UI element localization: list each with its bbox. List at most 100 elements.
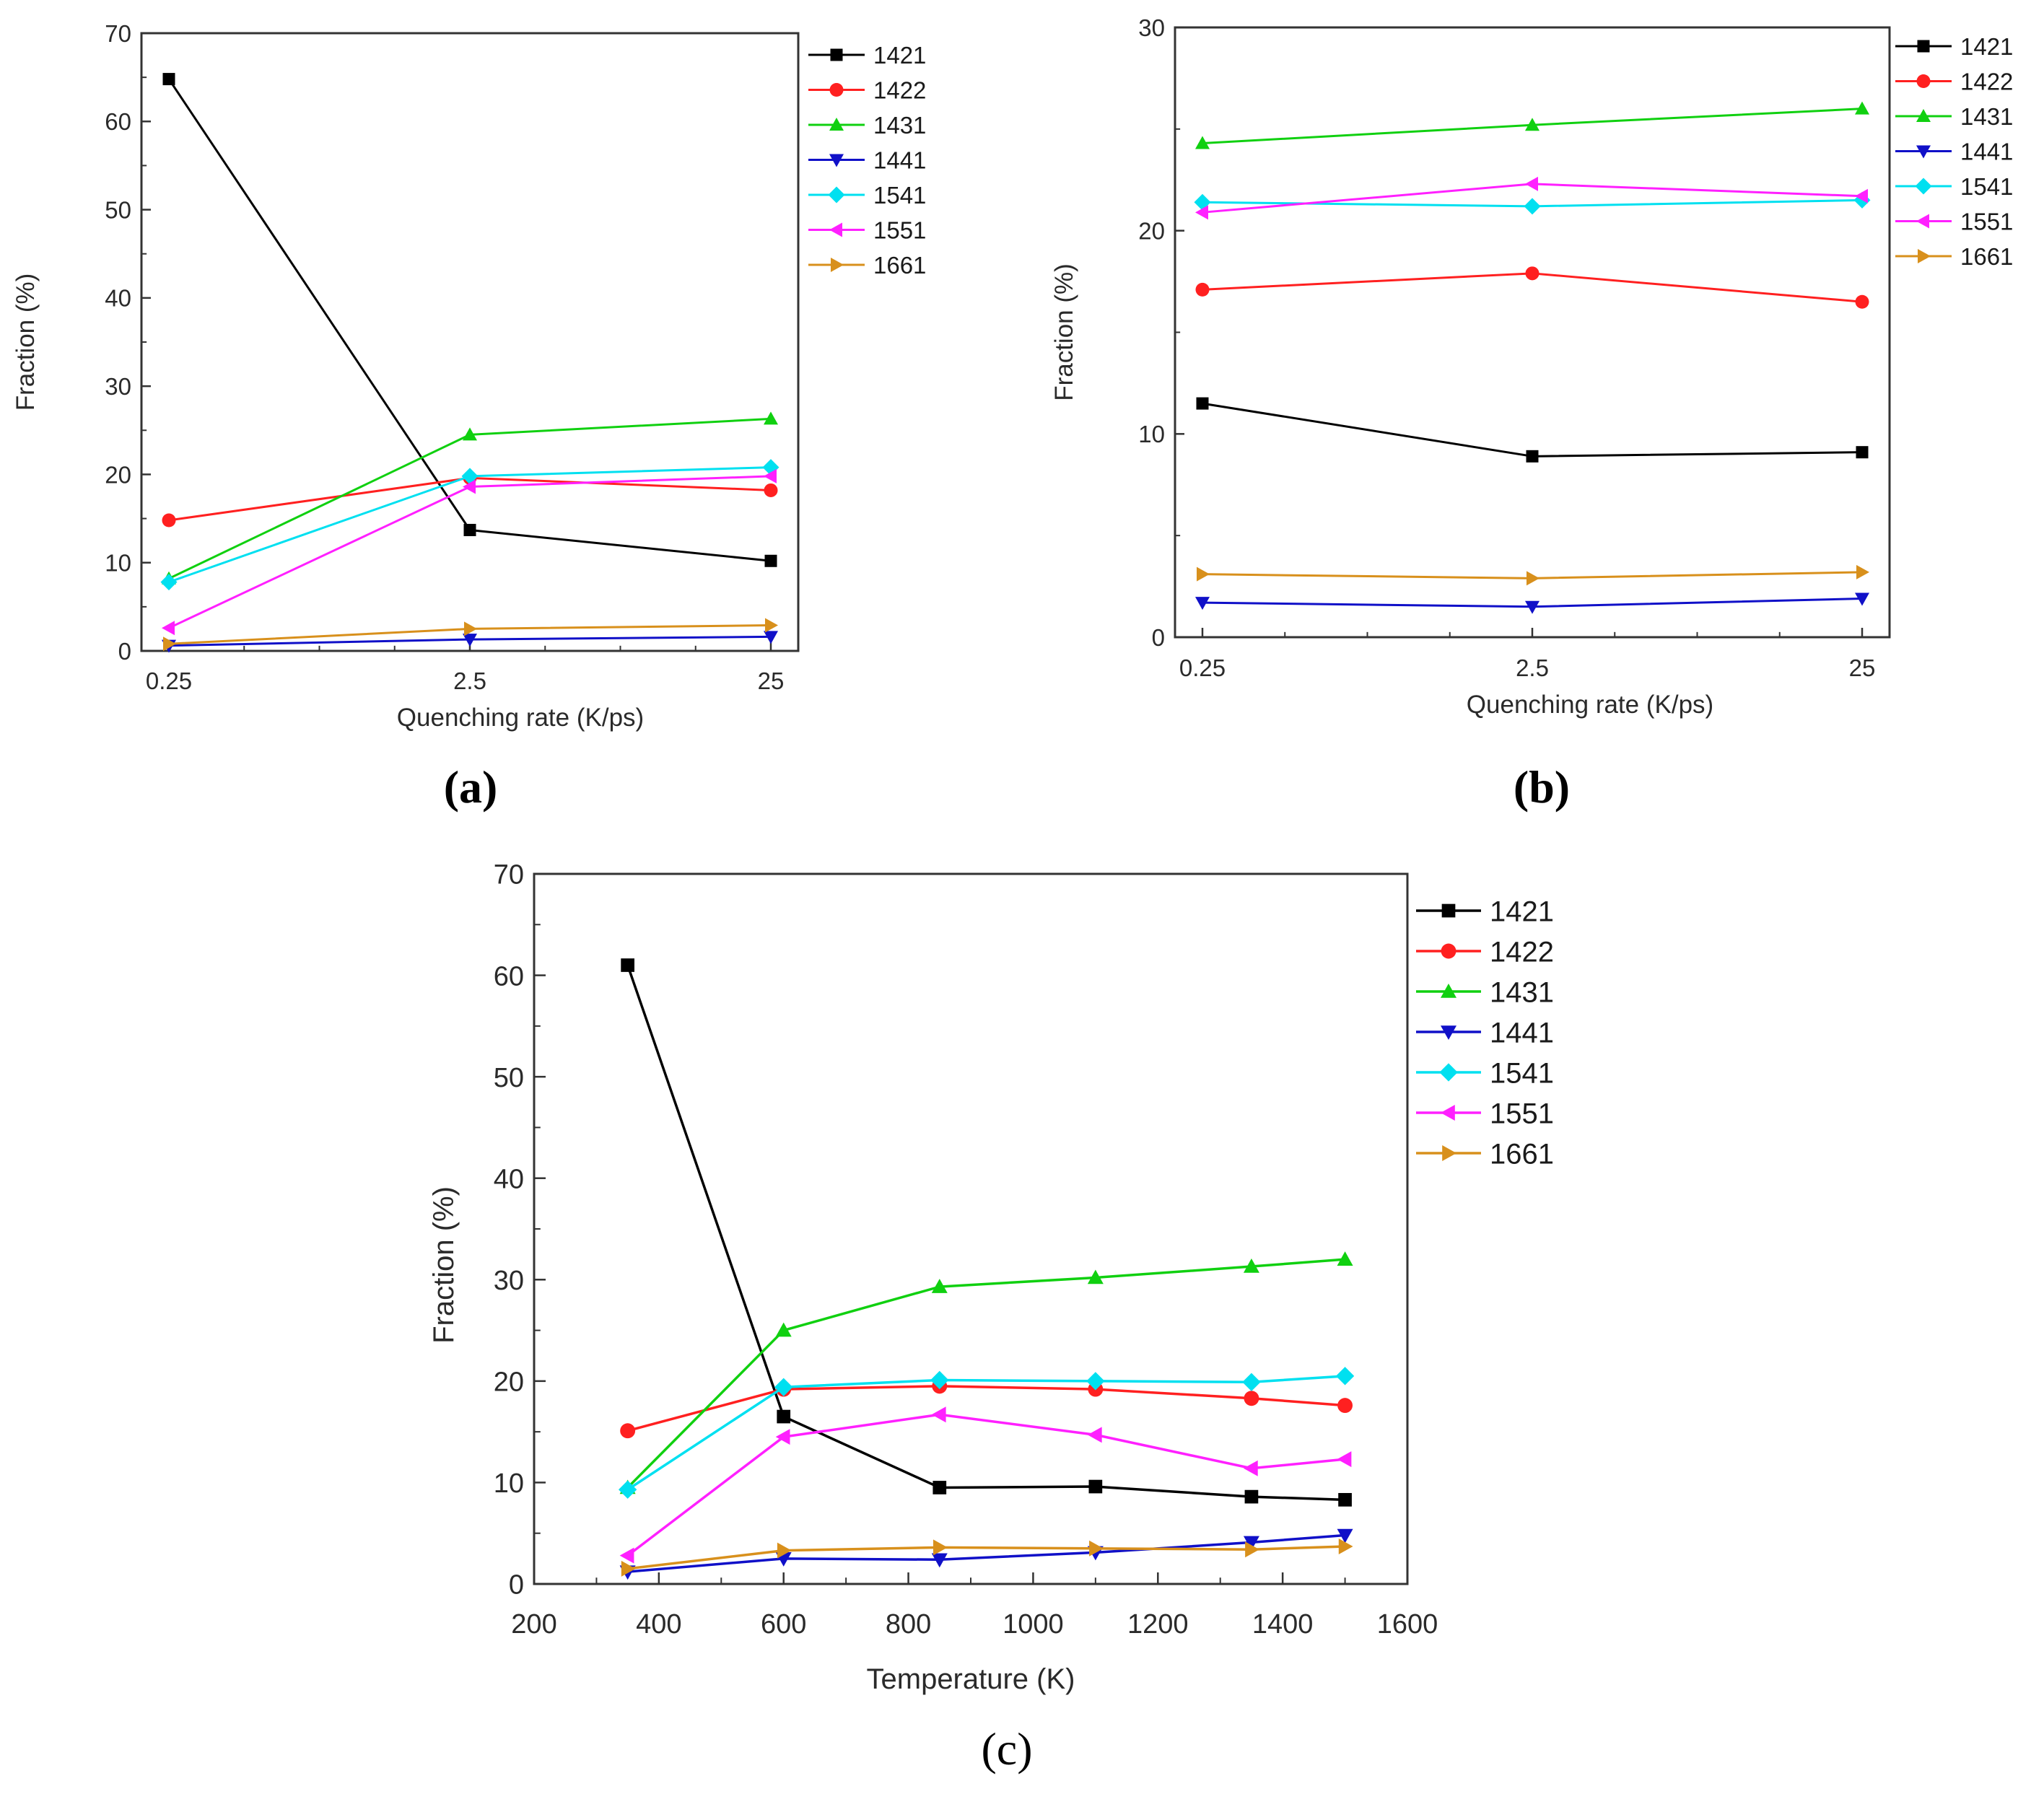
series-line-1431 bbox=[626, 1258, 1345, 1489]
data-point-1551 bbox=[1195, 205, 1208, 220]
data-point-1421 bbox=[777, 1409, 791, 1424]
legend-entry-1431: 1431 bbox=[808, 112, 926, 139]
series-line-1441 bbox=[627, 1533, 1345, 1573]
data-point-1551 bbox=[619, 1547, 634, 1564]
y-axis-title: Fraction (%) bbox=[12, 273, 40, 411]
data-point-1551 bbox=[775, 1429, 790, 1445]
legend-marker bbox=[1918, 249, 1931, 263]
series-1551 bbox=[1195, 176, 1868, 220]
data-point-1541 bbox=[774, 1378, 793, 1396]
panel-caption-a: (a) bbox=[444, 761, 498, 813]
legend-entry-1421: 1421 bbox=[1416, 896, 1554, 927]
legend-entry-1661: 1661 bbox=[1895, 243, 2013, 270]
panel-b-chart: 0 10 20 30 0.25 2.5 25 Quenching rate (K/ps) Fra… bbox=[1050, 14, 2013, 813]
data-point-1661 bbox=[621, 1560, 636, 1577]
legend-label: 1541 bbox=[873, 182, 926, 209]
y-tick-label: 30 bbox=[105, 373, 131, 400]
series-1441 bbox=[1195, 592, 1869, 614]
legend-entry-1441: 1441 bbox=[808, 146, 926, 173]
data-point-1661 bbox=[1338, 1538, 1353, 1554]
legend-marker bbox=[1441, 943, 1456, 959]
y-tick-label: 20 bbox=[494, 1367, 524, 1398]
data-point-1422 bbox=[1195, 282, 1210, 297]
data-point-1422 bbox=[620, 1423, 636, 1439]
series-1431 bbox=[1195, 101, 1869, 149]
legend-marker bbox=[829, 118, 844, 131]
legend-marker bbox=[829, 83, 844, 97]
x-tick-label: 400 bbox=[636, 1609, 681, 1640]
y-tick-label: 50 bbox=[105, 196, 131, 223]
data-point-1541 bbox=[618, 1480, 637, 1499]
series-1421 bbox=[1196, 397, 1869, 463]
y-tick-label: 10 bbox=[105, 550, 131, 577]
data-point-1421 bbox=[463, 523, 476, 536]
y-tick-label: 40 bbox=[494, 1164, 524, 1194]
series-1421 bbox=[621, 958, 1352, 1507]
data-point-1431 bbox=[1195, 136, 1210, 149]
y-tick-label: 70 bbox=[494, 860, 524, 890]
legend-label: 1422 bbox=[873, 76, 926, 103]
legend-marker bbox=[830, 48, 843, 61]
x-tick-label: 600 bbox=[761, 1609, 806, 1640]
data-point-1661 bbox=[1197, 566, 1210, 582]
data-point-1441 bbox=[463, 634, 477, 647]
x-tick-label: 1200 bbox=[1127, 1609, 1189, 1640]
legend-marker bbox=[829, 154, 844, 167]
legend-entry-1431: 1431 bbox=[1416, 976, 1554, 1008]
panel-caption-c: (c) bbox=[981, 1723, 1032, 1774]
legend-label: 1661 bbox=[873, 252, 926, 279]
data-point-1551 bbox=[1243, 1460, 1258, 1476]
data-point-1551 bbox=[931, 1406, 946, 1423]
legend-label: 1421 bbox=[873, 42, 926, 69]
x-axis-title: Temperature (K) bbox=[867, 1663, 1075, 1695]
legend-entry-1422: 1422 bbox=[1895, 68, 2013, 95]
series-1551 bbox=[162, 468, 777, 636]
y-tick-label: 20 bbox=[1138, 218, 1165, 245]
legend-label: 1661 bbox=[1490, 1138, 1554, 1170]
series-1541 bbox=[160, 459, 779, 591]
legend-marker bbox=[1917, 40, 1930, 53]
y-tick-label: 30 bbox=[1138, 14, 1165, 41]
x-axis-title: Quenching rate (K/ps) bbox=[397, 704, 644, 732]
data-point-1421 bbox=[162, 73, 175, 86]
legend-marker bbox=[1916, 74, 1931, 88]
data-point-1431 bbox=[1243, 1259, 1259, 1273]
legend-marker bbox=[1442, 1145, 1456, 1161]
x-axis-title: Quenching rate (K/ps) bbox=[1467, 691, 1713, 719]
series-line-1541 bbox=[626, 1375, 1345, 1491]
x-tick-label: 1600 bbox=[1377, 1609, 1438, 1640]
y-tick-label: 0 bbox=[118, 638, 131, 665]
legend-label: 1441 bbox=[1960, 138, 2013, 165]
series-1661 bbox=[621, 1538, 1353, 1577]
legend-label: 1421 bbox=[1490, 896, 1554, 927]
legend-label: 1661 bbox=[1960, 243, 2013, 270]
x-tick-label: 1400 bbox=[1252, 1609, 1314, 1640]
legend-entry-1551: 1551 bbox=[1895, 208, 2013, 235]
legend-marker bbox=[1441, 903, 1456, 918]
data-point-1541 bbox=[160, 574, 178, 591]
data-point-1421 bbox=[933, 1481, 947, 1494]
legend-label: 1541 bbox=[1960, 173, 2013, 200]
x-tick-label: 0.25 bbox=[1179, 655, 1226, 681]
legend-marker bbox=[829, 222, 842, 237]
data-point-1431 bbox=[463, 427, 477, 441]
data-point-1431 bbox=[1087, 1269, 1104, 1284]
legend-entry-1541: 1541 bbox=[808, 182, 926, 209]
data-point-1422 bbox=[1244, 1391, 1259, 1406]
legend-label: 1422 bbox=[1490, 936, 1554, 968]
y-tick-label: 10 bbox=[1138, 421, 1165, 447]
x-tick-label: 2.5 bbox=[453, 667, 486, 694]
data-point-1431 bbox=[1525, 118, 1539, 131]
legend-entry-1441: 1441 bbox=[1416, 1017, 1554, 1049]
series-1421 bbox=[162, 73, 777, 567]
legend-label: 1431 bbox=[1960, 103, 2013, 130]
data-point-1431 bbox=[1337, 1251, 1353, 1266]
x-tick-label: 800 bbox=[886, 1609, 931, 1640]
y-tick-label: 10 bbox=[494, 1468, 524, 1499]
x-tick-label: 2.5 bbox=[1516, 655, 1549, 681]
legend-entry-1422: 1422 bbox=[808, 76, 926, 103]
x-tick-label: 0.25 bbox=[146, 667, 192, 694]
data-point-1551 bbox=[1337, 1451, 1352, 1468]
series-1541 bbox=[618, 1367, 1355, 1499]
legend-entry-1551: 1551 bbox=[1416, 1098, 1554, 1129]
